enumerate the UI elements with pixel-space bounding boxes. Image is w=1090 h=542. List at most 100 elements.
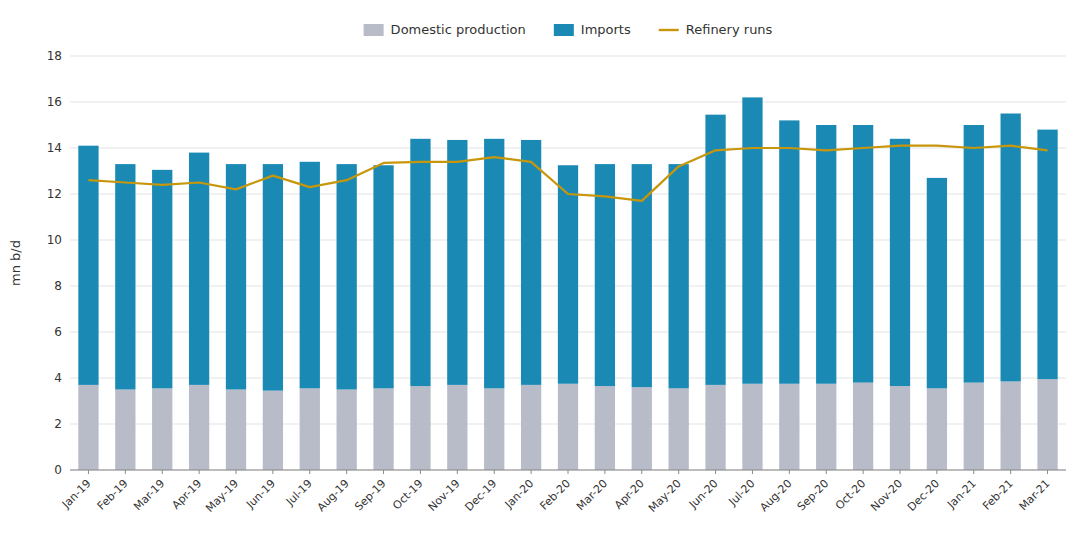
bar <box>632 164 652 387</box>
y-tick-label: 12 <box>47 187 62 201</box>
bar <box>890 139 910 386</box>
plot-area <box>78 97 1057 470</box>
bar <box>669 164 689 388</box>
x-tick-label: Mar-19 <box>131 477 167 513</box>
x-tick <box>1010 470 1011 474</box>
x-tick <box>604 470 605 474</box>
x-tick <box>457 470 458 474</box>
bar <box>300 162 320 389</box>
x-tick <box>531 470 532 474</box>
bar <box>964 125 984 383</box>
y-tick-label: 2 <box>54 417 62 431</box>
bar <box>337 390 357 471</box>
x-tick-label: Jul-19 <box>283 477 315 509</box>
bar <box>410 386 430 470</box>
bar <box>853 383 873 470</box>
x-tick <box>678 470 679 474</box>
x-tick-label: Mar-21 <box>1017 477 1053 513</box>
x-tick <box>568 470 569 474</box>
legend: Domestic production Imports Refinery runs <box>364 22 773 37</box>
legend-item: Imports <box>554 22 631 37</box>
x-tick-label: Apr-20 <box>612 477 647 512</box>
y-tick-label: 8 <box>54 279 62 293</box>
x-tick-label: Feb-21 <box>980 477 1016 513</box>
line <box>88 146 1047 201</box>
bar <box>115 390 135 471</box>
bar <box>484 139 504 389</box>
bar <box>226 390 246 471</box>
x-tick <box>88 470 89 474</box>
x-tick-label: Jun-20 <box>686 477 721 512</box>
y-tick-label: 0 <box>54 463 62 477</box>
y-tick-label: 4 <box>54 371 62 385</box>
bar <box>521 140 541 385</box>
x-tick <box>715 470 716 474</box>
x-tick <box>199 470 200 474</box>
x-tick-label: May-19 <box>203 477 241 515</box>
x-tick <box>1047 470 1048 474</box>
x-tick <box>125 470 126 474</box>
legend-swatch <box>364 24 384 36</box>
bar <box>558 384 578 470</box>
x-tick-label: Jan-19 <box>59 477 94 512</box>
bar <box>816 384 836 470</box>
x-tick <box>752 470 753 474</box>
bar <box>152 170 172 389</box>
bar <box>447 385 467 470</box>
legend-label: Refinery runs <box>686 22 773 37</box>
bar <box>373 388 393 470</box>
x-tick <box>309 470 310 474</box>
bar <box>78 385 98 470</box>
x-tick <box>789 470 790 474</box>
x-tick-label: Aug-20 <box>757 477 794 514</box>
bar <box>1001 381 1021 470</box>
bar <box>742 384 762 470</box>
x-tick <box>641 470 642 474</box>
bar <box>927 388 947 470</box>
bar <box>853 125 873 383</box>
y-tick-label: 14 <box>47 141 62 155</box>
y-tick-label: 10 <box>47 233 62 247</box>
bar <box>705 115 725 385</box>
legend-label: Domestic production <box>391 22 526 37</box>
bar <box>410 139 430 386</box>
y-tick-label: 6 <box>54 325 62 339</box>
x-tick-label: Jan-21 <box>944 477 979 512</box>
x-tick-label: Feb-19 <box>95 477 131 513</box>
legend-item: Domestic production <box>364 22 526 37</box>
x-tick <box>346 470 347 474</box>
x-tick-label: Sep-19 <box>352 477 389 514</box>
x-tick-label: Jul-20 <box>726 477 758 509</box>
bar <box>521 385 541 470</box>
legend-swatch <box>659 29 679 31</box>
x-tick-label: Nov-20 <box>868 477 905 514</box>
x-tick-label: Sep-20 <box>795 477 832 514</box>
bar <box>742 97 762 383</box>
bar <box>632 387 652 470</box>
bar <box>705 385 725 470</box>
grid-line <box>70 102 1066 103</box>
x-tick-label: Apr-19 <box>169 477 204 512</box>
bar <box>1037 379 1057 470</box>
bar <box>595 386 615 470</box>
x-tick-label: Dec-19 <box>462 477 499 514</box>
bar <box>779 384 799 470</box>
bar <box>373 165 393 388</box>
x-tick-label: May-20 <box>646 477 684 515</box>
bar <box>669 388 689 470</box>
bar <box>927 178 947 388</box>
x-axis: Jan-19Feb-19Mar-19Apr-19May-19Jun-19Jul-… <box>59 470 1066 515</box>
legend-item: Refinery runs <box>659 22 773 37</box>
x-tick <box>236 470 237 474</box>
grid-line <box>70 148 1066 149</box>
x-tick-label: Aug-19 <box>315 477 352 514</box>
bar <box>226 164 246 389</box>
x-tick <box>162 470 163 474</box>
x-tick-label: Jun-19 <box>243 477 278 512</box>
bar <box>558 165 578 384</box>
y-axis: 024681012141618 <box>47 49 1066 477</box>
bar <box>263 391 283 470</box>
y-axis-label: mn b/d <box>8 240 23 286</box>
x-tick <box>936 470 937 474</box>
x-tick-label: Oct-19 <box>390 477 425 512</box>
